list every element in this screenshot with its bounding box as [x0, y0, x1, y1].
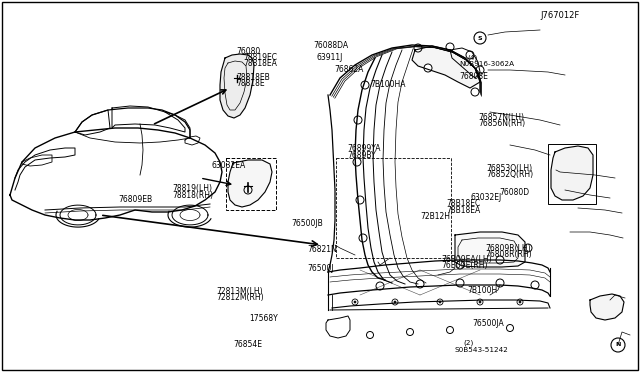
Text: N0B916-3062A: N0B916-3062A [460, 61, 515, 67]
Circle shape [406, 328, 413, 336]
Text: 63911J: 63911J [317, 53, 343, 62]
Circle shape [353, 158, 361, 166]
Circle shape [354, 116, 362, 124]
Bar [548, 144, 596, 204]
Text: 78818E: 78818E [237, 79, 266, 88]
Text: 76B09EA(LH): 76B09EA(LH) [442, 255, 492, 264]
Text: 76862A: 76862A [335, 65, 364, 74]
Text: 78818EA: 78818EA [243, 60, 277, 68]
Text: 72813M(LH): 72813M(LH) [216, 287, 263, 296]
Circle shape [479, 301, 481, 303]
Circle shape [476, 66, 484, 74]
Circle shape [477, 299, 483, 305]
Text: 76852Q(RH): 76852Q(RH) [486, 170, 534, 179]
Text: 76808R(RH): 76808R(RH) [485, 250, 532, 259]
Text: 76B09E(RH): 76B09E(RH) [442, 262, 488, 270]
Circle shape [414, 44, 422, 52]
Circle shape [392, 299, 398, 305]
Text: 63032EJ: 63032EJ [470, 193, 502, 202]
Circle shape [531, 281, 539, 289]
Text: 78819(LH): 78819(LH) [173, 185, 212, 193]
Text: 76080: 76080 [237, 47, 261, 56]
Text: 76809EB: 76809EB [118, 195, 152, 203]
Circle shape [367, 331, 374, 339]
Circle shape [471, 88, 479, 96]
Circle shape [416, 280, 424, 288]
Text: 76808E: 76808E [460, 72, 488, 81]
Text: 76500JB: 76500JB [291, 219, 323, 228]
Text: (4): (4) [467, 54, 477, 61]
Circle shape [474, 32, 486, 44]
Text: 76856N(RH): 76856N(RH) [479, 119, 526, 128]
Text: 72B12H: 72B12H [420, 212, 450, 221]
Circle shape [456, 261, 464, 269]
Circle shape [356, 196, 364, 204]
Circle shape [439, 301, 441, 303]
Polygon shape [590, 294, 624, 320]
Circle shape [424, 64, 432, 72]
Circle shape [437, 299, 443, 305]
Text: 78818EB: 78818EB [237, 73, 271, 81]
Text: 7689BY: 7689BY [348, 151, 376, 160]
Circle shape [361, 81, 369, 89]
Text: 72812M(RH): 72812M(RH) [216, 293, 264, 302]
Text: 76500JA: 76500JA [472, 319, 504, 328]
Polygon shape [412, 46, 480, 88]
Text: 78B18EC: 78B18EC [447, 199, 481, 208]
Polygon shape [228, 160, 272, 207]
Text: S: S [477, 35, 483, 41]
Text: 76854E: 76854E [234, 340, 262, 349]
Polygon shape [220, 54, 254, 118]
Text: 76899YA: 76899YA [348, 144, 381, 153]
Text: J767012F: J767012F [541, 11, 580, 20]
Circle shape [496, 256, 504, 264]
Circle shape [359, 234, 367, 242]
Text: 7B100H: 7B100H [467, 286, 497, 295]
Circle shape [496, 279, 504, 287]
Polygon shape [455, 232, 525, 267]
Text: 7B100HA: 7B100HA [370, 80, 405, 89]
Bar [336, 158, 451, 258]
Text: 78B18EA: 78B18EA [447, 206, 481, 215]
Text: 76080D: 76080D [499, 188, 529, 197]
Circle shape [447, 327, 454, 334]
Text: 76500J: 76500J [307, 264, 334, 273]
Bar [226, 158, 276, 210]
Circle shape [519, 301, 521, 303]
Circle shape [352, 299, 358, 305]
Text: 78819EC: 78819EC [243, 53, 277, 62]
Circle shape [446, 43, 454, 51]
Text: N: N [615, 343, 621, 347]
Circle shape [466, 51, 474, 59]
Circle shape [517, 299, 523, 305]
Text: 63032EA: 63032EA [211, 161, 246, 170]
Text: 76821N: 76821N [307, 245, 337, 254]
Text: 76088DA: 76088DA [314, 41, 349, 50]
Circle shape [506, 324, 513, 331]
Circle shape [524, 244, 532, 252]
Circle shape [376, 282, 384, 290]
Text: S0B543-51242: S0B543-51242 [454, 347, 508, 353]
Polygon shape [551, 146, 593, 200]
Circle shape [611, 338, 625, 352]
Text: 76857N(LH): 76857N(LH) [479, 113, 525, 122]
Text: 78818(RH): 78818(RH) [173, 191, 214, 200]
Text: 17568Y: 17568Y [250, 314, 278, 323]
Circle shape [456, 279, 464, 287]
Text: (2): (2) [463, 340, 474, 346]
Text: 76853Q(LH): 76853Q(LH) [486, 164, 532, 173]
Text: 76809R(LH): 76809R(LH) [485, 244, 531, 253]
Circle shape [354, 301, 356, 303]
Circle shape [394, 301, 396, 303]
